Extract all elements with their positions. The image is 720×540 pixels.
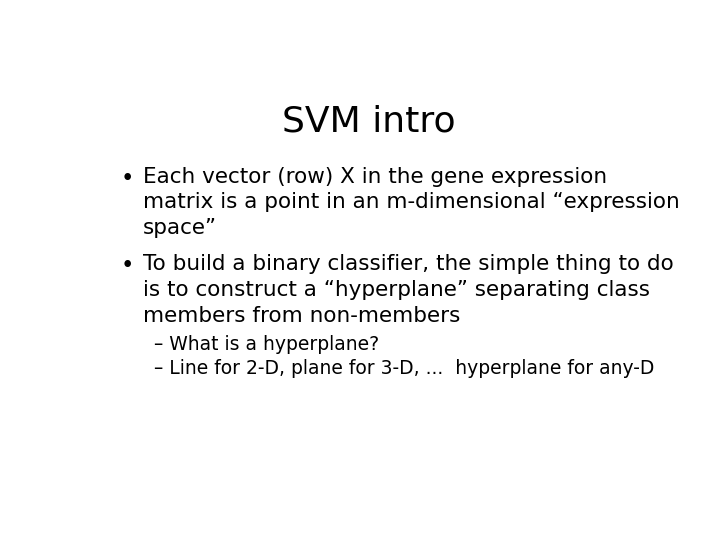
Text: is to construct a “hyperplane” separating class: is to construct a “hyperplane” separatin… [143,280,650,300]
Text: Each vector (row) X in the gene expression: Each vector (row) X in the gene expressi… [143,167,607,187]
Text: – Line for 2-D, plane for 3-D, ...  hyperplane for any-D: – Line for 2-D, plane for 3-D, ... hyper… [154,359,654,378]
Text: SVM intro: SVM intro [282,104,456,138]
Text: space”: space” [143,218,217,238]
Text: matrix is a point in an m-dimensional “expression: matrix is a point in an m-dimensional “e… [143,192,680,212]
Text: •: • [121,167,134,190]
Text: •: • [121,254,134,278]
Text: – What is a hyperplane?: – What is a hyperplane? [154,335,379,354]
Text: members from non-members: members from non-members [143,306,460,326]
Text: To build a binary classifier, the simple thing to do: To build a binary classifier, the simple… [143,254,674,274]
